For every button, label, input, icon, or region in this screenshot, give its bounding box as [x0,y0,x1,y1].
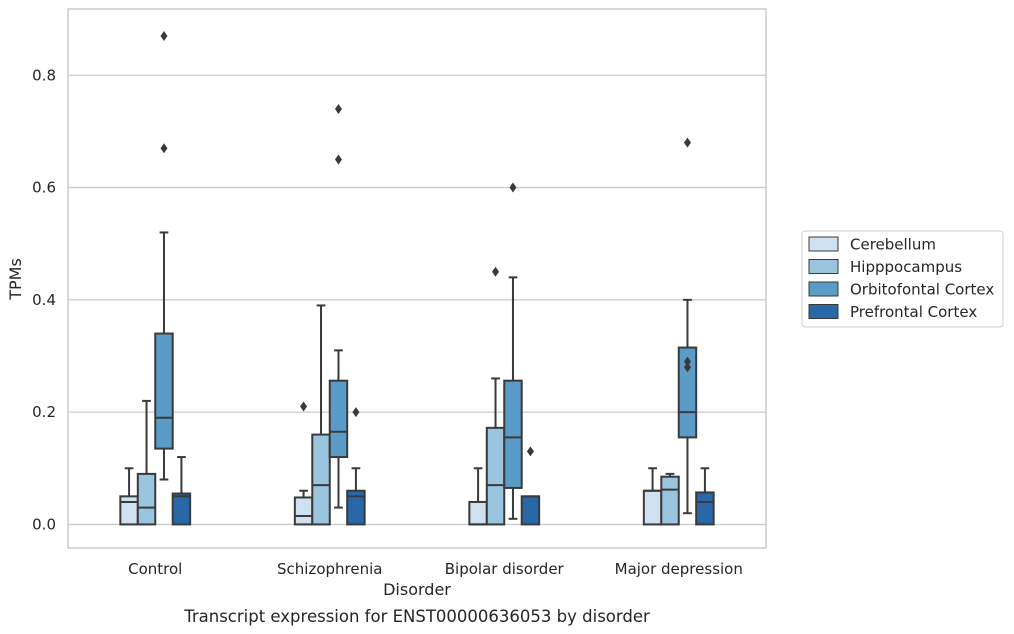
box-hipppocampus [660,472,680,526]
x-tick-label: Bipolar disorder [445,560,565,578]
box-prefrontal-cortex [346,407,366,526]
box-hipppocampus [485,266,506,526]
legend-label: Cerebellum [850,236,936,254]
outlier-point [683,137,691,148]
box-cerebellum [642,467,663,526]
outlier-point [160,143,168,154]
legend-swatch [808,259,839,274]
box-cerebellum [468,467,488,526]
box-orbitofontal-cortex [328,103,349,509]
box-hipppocampus [311,304,331,526]
box-hipppocampus [136,399,157,526]
box-body [311,433,331,526]
x-axis-ticks: Control Schizophrenia Bipolar disorder Majo… [128,560,743,578]
legend-label: Prefrontal Cortex [850,303,977,321]
box-orbitofontal-cortex [677,137,698,515]
legend-label: Hipppocampus [850,258,962,276]
box-body [520,495,541,526]
outlier-point [352,407,360,418]
chart-caption: Transcript expression for ENST0000063605… [183,607,650,626]
box-body [677,346,698,439]
box-body [468,500,488,526]
box-body [328,379,349,459]
outlier-point [160,30,168,41]
box-body [154,332,174,450]
box-prefrontal-cortex [171,456,192,526]
y-axis-ticks: 0.0 0.2 0.4 0.6 0.8 [32,66,56,533]
legend-frame [801,230,1004,328]
axes-frame [67,8,767,549]
x-tick-label: Control [128,560,182,578]
outlier-point [492,266,500,277]
x-tick-label: Major depression [615,560,743,578]
y-axis-label: TPMs [6,258,25,301]
y-tick-label: 0.4 [32,291,56,309]
box-prefrontal-cortex [520,446,541,526]
legend-swatch [808,236,839,252]
box-body [695,491,715,526]
box-prefrontal-cortex [695,467,715,526]
legend: Cerebellum Hipppocampus Orbitofontal Corte… [801,230,1004,328]
y-tick-label: 0.8 [32,66,56,84]
outlier-point [334,154,342,165]
box-body [346,489,366,526]
box-orbitofontal-cortex [503,182,523,520]
box-body [293,496,314,526]
box-body [503,379,523,489]
outlier-point [509,182,517,193]
y-tick-label: 0.6 [32,179,56,197]
outlier-point [526,446,534,457]
box-cerebellum [119,467,139,526]
legend-swatch [808,281,839,297]
box-body [485,426,506,526]
x-tick-label: Schizophrenia [277,560,382,578]
plot-area [119,30,715,526]
y-tick-label: 0.0 [32,515,56,533]
y-tick-label: 0.2 [32,403,56,421]
outlier-point [300,401,308,412]
legend-label: Orbitofontal Cortex [850,281,994,299]
box-body [660,475,680,526]
box-body [136,472,157,526]
outlier-point [334,103,342,114]
x-axis-label: Disorder [383,580,451,599]
box-body [642,489,663,526]
legend-swatch [808,304,839,319]
outlier-point [683,362,691,373]
outlier-point [683,356,691,367]
box-body [119,495,139,526]
box-body [171,492,192,526]
box-orbitofontal-cortex [154,30,174,481]
